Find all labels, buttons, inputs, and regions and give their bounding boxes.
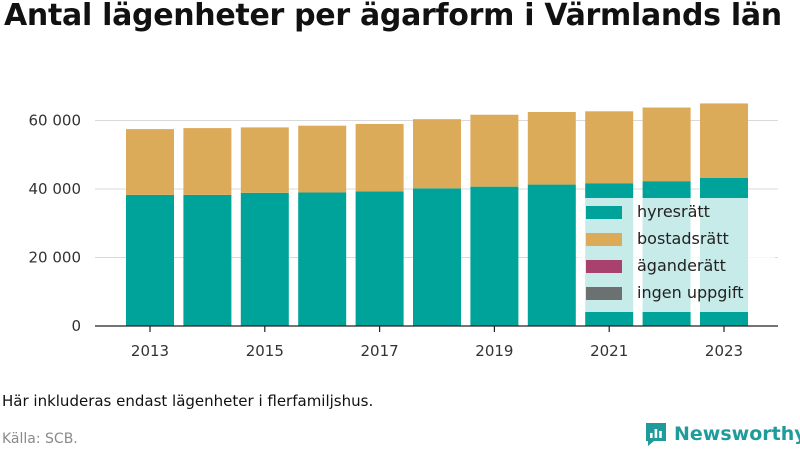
bar-segment bbox=[126, 129, 174, 195]
x-tick-label: 2017 bbox=[361, 342, 399, 360]
legend: hyresrätt bostadsrätt äganderätt ingen uppg… bbox=[577, 198, 775, 312]
x-tick-label: 2015 bbox=[246, 342, 284, 360]
bar-segment bbox=[355, 123, 404, 192]
legend-label: ingen uppgift bbox=[637, 283, 744, 302]
y-tick-label: 20 000 bbox=[29, 249, 82, 267]
legend-swatch bbox=[586, 287, 622, 300]
legend-label: bostadsrätt bbox=[637, 229, 729, 248]
bar-segment bbox=[126, 194, 174, 326]
source-text: Källa: SCB. bbox=[2, 431, 78, 447]
bar-segment bbox=[470, 114, 519, 187]
bar-segment bbox=[240, 127, 289, 193]
bar-segment bbox=[470, 186, 519, 326]
legend-label: äganderätt bbox=[637, 256, 726, 275]
bar-segment bbox=[298, 192, 347, 326]
stacked-bar-chart: 0 20 000 40 000 60 000 2013 2015 2017 2019 2021… bbox=[29, 103, 778, 360]
x-tick-label: 2021 bbox=[590, 342, 628, 360]
bar-segment bbox=[585, 111, 634, 184]
bar-segment bbox=[700, 103, 748, 178]
y-tick-label: 0 bbox=[71, 317, 81, 335]
bar-segment bbox=[298, 125, 347, 193]
bar-segment bbox=[527, 111, 576, 185]
brand-logo[interactable]: Newsworthy bbox=[644, 420, 800, 448]
legend-swatch bbox=[586, 206, 622, 219]
chart-title: Antal lägenheter per ägarform i Värmland… bbox=[4, 0, 782, 33]
x-axis: 2013 2015 2017 2019 2021 2023 bbox=[95, 325, 778, 360]
brand-name: Newsworthy bbox=[674, 423, 800, 445]
y-tick-label: 60 000 bbox=[29, 112, 82, 130]
x-tick-label: 2019 bbox=[475, 342, 513, 360]
legend-swatch bbox=[586, 260, 622, 273]
bar-segment bbox=[413, 188, 461, 326]
x-tick-label: 2013 bbox=[131, 342, 169, 360]
bar-segment bbox=[240, 192, 289, 326]
y-tick-label: 40 000 bbox=[29, 180, 82, 198]
bar-segment bbox=[183, 194, 232, 326]
bar-segment bbox=[355, 191, 404, 326]
bar-segment bbox=[183, 128, 232, 195]
y-axis-labels: 0 20 000 40 000 60 000 bbox=[29, 112, 82, 335]
chart-note: Här inkluderas endast lägenheter i flerf… bbox=[2, 392, 374, 410]
legend-swatch bbox=[586, 233, 622, 246]
bar-segment bbox=[413, 119, 461, 189]
x-tick-label: 2023 bbox=[705, 342, 743, 360]
newsworthy-logo-icon bbox=[646, 423, 666, 446]
bar-segment bbox=[527, 184, 576, 326]
bar-segment bbox=[642, 107, 691, 182]
legend-label: hyresrätt bbox=[637, 202, 710, 221]
